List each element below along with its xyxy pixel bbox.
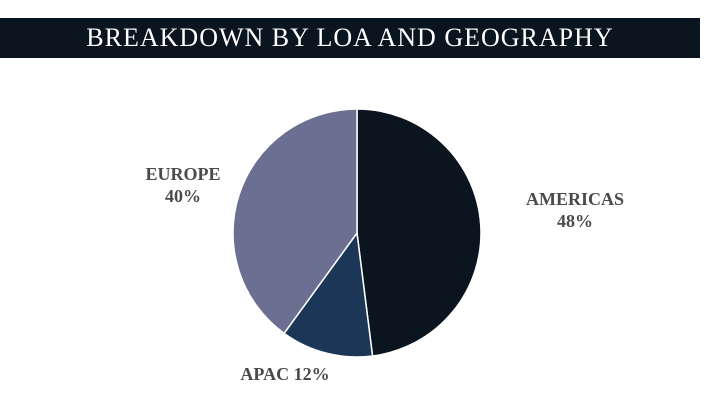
pie-slice-apac xyxy=(283,231,374,358)
title-bar: BREAKDOWN BY LOA AND GEOGRAPHY xyxy=(0,18,700,58)
label-americas-value: 48% xyxy=(557,211,593,231)
label-apac-name: APAC xyxy=(240,364,290,384)
label-apac: APAC 12% xyxy=(215,363,355,385)
chart-title: BREAKDOWN BY LOA AND GEOGRAPHY xyxy=(86,23,614,52)
pie-slice-europe xyxy=(232,108,358,335)
label-europe: EUROPE 40% xyxy=(120,163,246,207)
label-americas-name: AMERICAS xyxy=(525,189,624,209)
label-apac-value: 12% xyxy=(293,364,330,384)
pie-slice-americas xyxy=(356,108,482,357)
label-europe-name: EUROPE xyxy=(145,164,221,184)
label-europe-value: 40% xyxy=(165,186,201,206)
label-americas: AMERICAS 48% xyxy=(500,188,650,232)
